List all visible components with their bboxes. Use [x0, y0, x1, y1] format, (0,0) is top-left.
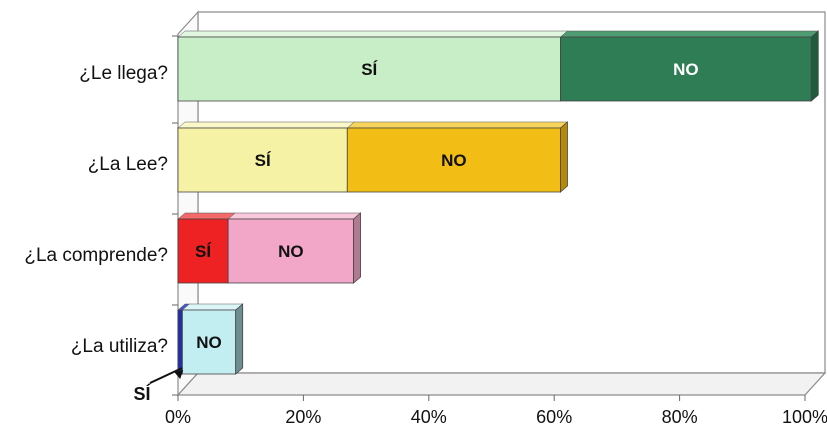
x-tick-label: 20%	[285, 407, 321, 427]
callout-label: SÍ	[133, 383, 151, 404]
bar-segment	[346, 127, 561, 193]
segment-label: NO	[278, 242, 304, 261]
bar-segment	[560, 36, 812, 102]
bar-top-face	[181, 303, 244, 311]
bar-segment	[177, 309, 183, 375]
segment-label: NO	[196, 333, 222, 352]
bars: SÍ NO SÍ NO SÍ NO NO	[177, 30, 819, 375]
x-tick-label: 80%	[662, 407, 698, 427]
bar-segment	[177, 218, 229, 284]
bar-segment	[181, 309, 237, 375]
segment-label: SÍ	[361, 60, 378, 79]
category-label: ¿Le llega?	[79, 63, 168, 84]
x-tick-label: 40%	[411, 407, 447, 427]
bar-segment	[177, 127, 348, 193]
x-tick-label: 100%	[782, 407, 827, 427]
bar-group: SÍ NO	[177, 121, 569, 193]
category-axis: ¿Le llega? ¿La Lee? ¿La comprende? ¿La util…	[24, 63, 168, 357]
bar-top-face	[227, 212, 362, 220]
category-label: ¿La utiliza?	[71, 336, 168, 357]
category-label: ¿La comprende?	[24, 245, 168, 266]
bar-top-face	[346, 121, 569, 129]
callout-arrow	[149, 367, 183, 384]
bar-side-face	[560, 121, 568, 193]
bar-side-face	[353, 212, 361, 284]
bar-group: SÍ NO	[177, 30, 819, 102]
x-axis: 0% 20% 40% 60% 80% 100%	[165, 395, 827, 427]
bar-side-face	[810, 30, 819, 102]
annotations: SÍ	[133, 367, 184, 404]
bar-top-face	[177, 212, 236, 220]
bar-side-face	[235, 303, 244, 375]
bar-segment	[177, 36, 561, 102]
segment-label: NO	[441, 151, 467, 170]
bar-segment	[227, 218, 354, 284]
category-label: ¿La Lee?	[88, 154, 168, 175]
callout-arrowhead	[174, 370, 184, 379]
bar-top-face	[177, 30, 569, 38]
bar-group: SÍ NO	[177, 212, 362, 284]
segment-label: SÍ	[195, 242, 212, 261]
segment-label: NO	[673, 60, 699, 79]
x-tick-label: 60%	[536, 407, 572, 427]
bar-group: NO	[177, 303, 244, 375]
x-tick-label: 0%	[165, 407, 191, 427]
segment-label: SÍ	[255, 151, 272, 170]
floor	[176, 372, 827, 396]
bar-top-face	[177, 121, 355, 129]
bar-top-face	[559, 30, 819, 38]
